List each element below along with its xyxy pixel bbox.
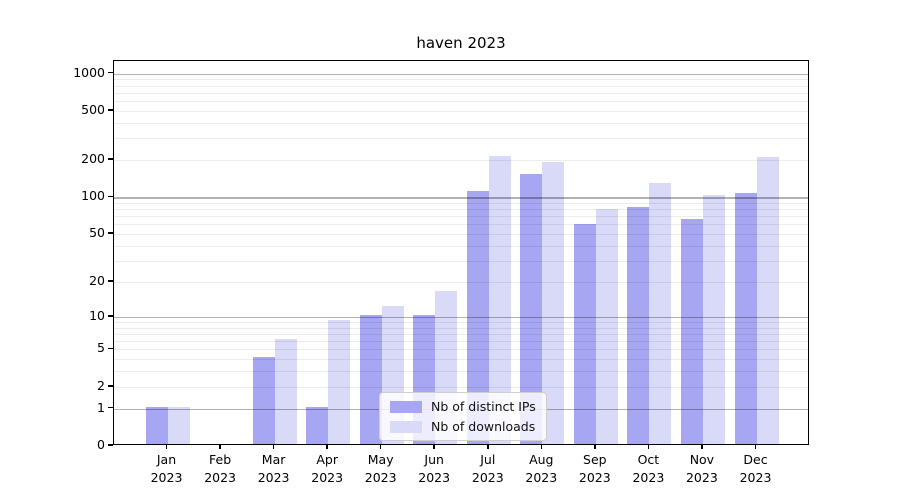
x-tick: [594, 445, 596, 449]
x-tick: [433, 445, 435, 449]
legend-swatch-downloads: [390, 420, 422, 433]
x-tick-label: Jun 2023: [418, 452, 451, 485]
y-tick: [108, 347, 113, 350]
x-tick: [754, 445, 757, 449]
y-tick: [108, 406, 113, 409]
legend-label-distinct-ips: Nb of distinct IPs: [431, 399, 536, 414]
bar-downloads: [702, 195, 725, 444]
x-tick-label: Jul 2023: [471, 452, 504, 485]
bar-downloads: [649, 182, 672, 444]
y-tick: [108, 385, 113, 387]
y-tick-label: 1: [97, 399, 105, 415]
bar-downloads: [542, 162, 565, 444]
x-tick-label: Oct 2023: [632, 452, 665, 485]
bar-distinct-ips: [306, 406, 329, 444]
x-tick-label: May 2023: [364, 452, 397, 485]
x-tick-label: Feb 2023: [204, 452, 236, 485]
x-tick-label: Dec 2023: [739, 452, 772, 485]
y-tick: [108, 158, 113, 160]
bar-distinct-ips: [359, 314, 382, 444]
chart-title: haven 2023: [416, 34, 506, 52]
x-tick: [165, 445, 168, 449]
legend-label-downloads: Nb of downloads: [431, 419, 536, 434]
x-tick-label: Sep 2023: [578, 452, 611, 485]
x-tick-label: Apr 2023: [311, 452, 344, 485]
bar-distinct-ips: [466, 191, 489, 444]
y-tick-label: 1000: [73, 64, 105, 80]
y-tick: [108, 232, 113, 234]
x-tick-label: Nov 2023: [685, 452, 718, 485]
y-tick-label: 500: [81, 102, 105, 117]
bar-distinct-ips: [680, 219, 703, 444]
bar-downloads: [756, 156, 779, 444]
bar-distinct-ips: [252, 357, 275, 444]
y-tick: [108, 444, 113, 446]
x-tick: [326, 445, 328, 449]
bar-distinct-ips: [145, 406, 168, 444]
y-tick-label: 50: [89, 225, 105, 241]
legend-swatch-distinct-ips: [390, 400, 422, 413]
x-tick: [219, 445, 221, 449]
x-tick: [379, 445, 382, 449]
y-tick: [108, 280, 113, 282]
bar-downloads: [595, 208, 618, 444]
y-tick-label: 10: [89, 307, 105, 323]
x-tick: [647, 445, 650, 449]
bar-distinct-ips: [573, 224, 596, 444]
legend-item-downloads: Nb of downloads: [390, 419, 536, 434]
y-tick-label: 20: [89, 272, 105, 288]
legend: Nb of distinct IPs Nb of downloads: [379, 392, 547, 441]
y-tick-label: 0: [97, 437, 105, 452]
y-tick-label: 2: [97, 377, 105, 393]
y-tick: [108, 195, 113, 198]
bar-distinct-ips: [734, 193, 757, 444]
x-tick: [701, 445, 703, 449]
bars-layer: [114, 61, 808, 444]
bar-downloads: [167, 406, 190, 444]
x-tick: [487, 445, 489, 449]
y-tick-label: 100: [81, 188, 105, 204]
bar-downloads: [328, 319, 351, 444]
y-tick: [108, 71, 113, 74]
legend-item-distinct-ips: Nb of distinct IPs: [390, 399, 536, 414]
x-tick-label: Mar 2023: [257, 452, 290, 485]
x-tick-label: Jan 2023: [150, 452, 183, 485]
bar-distinct-ips: [627, 207, 650, 444]
plot-area: Nb of distinct IPs Nb of downloads: [113, 60, 809, 445]
y-tick: [108, 315, 113, 317]
x-tick: [540, 445, 543, 449]
x-tick-label: Aug 2023: [525, 452, 558, 485]
y-tick: [108, 109, 113, 111]
bar-distinct-ips: [520, 173, 543, 444]
y-tick-label: 5: [97, 340, 105, 356]
y-tick-label: 200: [81, 151, 105, 167]
bar-downloads: [274, 339, 297, 444]
x-tick: [272, 445, 275, 449]
bar-downloads: [488, 155, 511, 444]
